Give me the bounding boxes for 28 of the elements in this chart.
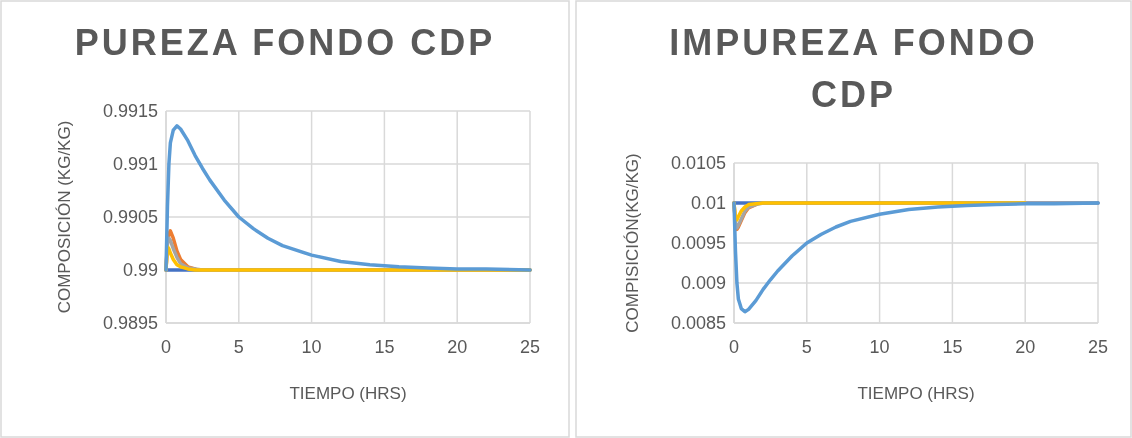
x-tick-label: 0 — [160, 337, 172, 357]
y-tick-label: 0.9915 — [102, 101, 158, 122]
x-tick-label: 5 — [233, 337, 244, 357]
x-axis-title: TIEMPO (HRS) — [857, 384, 975, 403]
x-tick-label: 25 — [1087, 337, 1109, 357]
x-tick-label: 20 — [1015, 337, 1036, 357]
x-tick-label: 0 — [728, 337, 740, 357]
y-tick-label: 0.01 — [690, 193, 726, 214]
y-tick-label: 0.0105 — [670, 153, 726, 174]
chart-title: PUREZA FONDO CDP — [74, 22, 496, 63]
y-tick-label: 0.9905 — [102, 207, 158, 228]
y-tick-label: 0.9895 — [102, 313, 158, 334]
x-tick-label: 5 — [801, 337, 812, 357]
y-tick-label: 0.99 — [122, 260, 158, 281]
y-tick-label: 0.0095 — [670, 233, 726, 254]
x-tick-label: 10 — [869, 337, 890, 357]
y-tick-label: 0.0085 — [670, 313, 726, 334]
x-tick-label: 20 — [447, 337, 468, 357]
x-tick-label: 10 — [301, 337, 322, 357]
y-tick-label: 0.991 — [112, 154, 158, 175]
x-axis-title: TIEMPO (HRS) — [289, 384, 407, 403]
y-tick-label: 0.009 — [680, 273, 726, 294]
x-tick-label: 25 — [519, 337, 541, 357]
x-tick-label: 15 — [374, 337, 395, 357]
chart-title: IMPUREZA FONDO CDP — [669, 22, 1038, 115]
x-tick-label: 15 — [942, 337, 963, 357]
y-axis-title: COMPOSICIÓN (KG/KG) — [55, 120, 74, 314]
y-axis-title: COMPISICIÓN(KG/KG) — [623, 153, 642, 333]
